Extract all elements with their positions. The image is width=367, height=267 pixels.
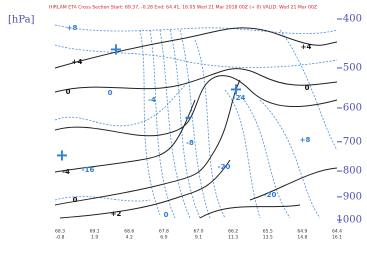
contour-line [54,196,151,202]
low-marker: - [185,108,192,127]
contour-line [249,167,338,201]
x-tick-label: 64.4 [332,229,342,235]
contour-label: -8 [186,139,194,147]
contour-line [194,39,226,219]
x-tick-label: 68.6 [124,229,134,235]
contour-line [199,204,301,219]
x-tick-label: 67.0 [193,229,203,235]
x-tick-label: 14.8 [297,235,307,241]
x-tick-label: 69.1 [90,229,100,235]
contour-label: -24 [233,94,246,102]
contour-line [54,27,338,69]
contour-line [239,94,291,219]
y-tick-label: 600 [343,102,362,113]
x-tick-label: 67.8 [159,229,169,235]
contour-label: +8 [300,136,311,144]
contour-label: 0 [305,84,310,92]
contour-line [54,75,338,137]
x-tick-label: 64.9 [297,229,307,235]
contour-line [259,99,321,219]
contour-label: -16 [82,166,95,174]
contours [54,24,338,219]
x-tick-label: 68.3 [55,229,65,235]
contour-line [54,99,196,173]
y-tick-label: 900 [343,191,362,202]
x-tick-label: 6.9 [160,235,167,241]
contour-line [54,68,338,93]
contour-line [54,44,338,68]
y-tick-label: 800 [343,166,362,177]
high-marker: + [55,146,68,165]
x-tick-label: 16.1 [332,235,342,241]
contour-line [169,29,201,219]
contour-label: -20 [218,163,231,171]
x-tick-label: 4.2 [126,235,133,241]
x-tick-label: 9.1 [195,235,202,241]
x-tick-label: 66.2 [228,229,238,235]
x-tick-label: 13.5 [263,235,273,241]
y-axis-label: [hPa] [8,15,35,26]
high-marker: + [229,80,242,99]
contour-label: +8 [67,24,78,32]
contour-label: -4 [148,96,156,104]
contour-label: 0 [108,89,113,97]
contour-line [59,159,231,219]
contour-label: +2 [111,210,122,218]
y-tick-label: 400 [343,14,362,25]
contour-label: 0 [66,88,71,96]
x-tick-label: -0.8 [56,235,65,241]
contour-line [159,29,191,219]
contour-label: 0 [73,196,78,204]
markers: + + + - [55,40,242,165]
contour-line [54,79,241,206]
contour-label: +4 [72,58,83,66]
contour-line [224,89,261,219]
contour-line [54,79,191,127]
contour-label: 0 [164,211,169,219]
contour-line [139,29,161,216]
high-marker: + [109,40,122,59]
contour-line [179,29,211,219]
contour-label: -4 [62,168,70,176]
contour-label: -20 [264,191,277,199]
x-tick-label: 1.9 [91,235,98,241]
contour-line [54,24,338,35]
y-tick-label: 700 [343,136,362,147]
x-tick-label: 65.5 [263,229,273,235]
contour-line [149,29,176,219]
y-tick-label: 1000 [337,215,362,226]
chart-title: HIRLAM ETA Cross Section Start: 69.37, -… [49,5,317,11]
x-tick-label: 11.3 [228,235,238,241]
y-tick-label: 500 [343,62,362,73]
contour-label: +4 [301,43,312,51]
